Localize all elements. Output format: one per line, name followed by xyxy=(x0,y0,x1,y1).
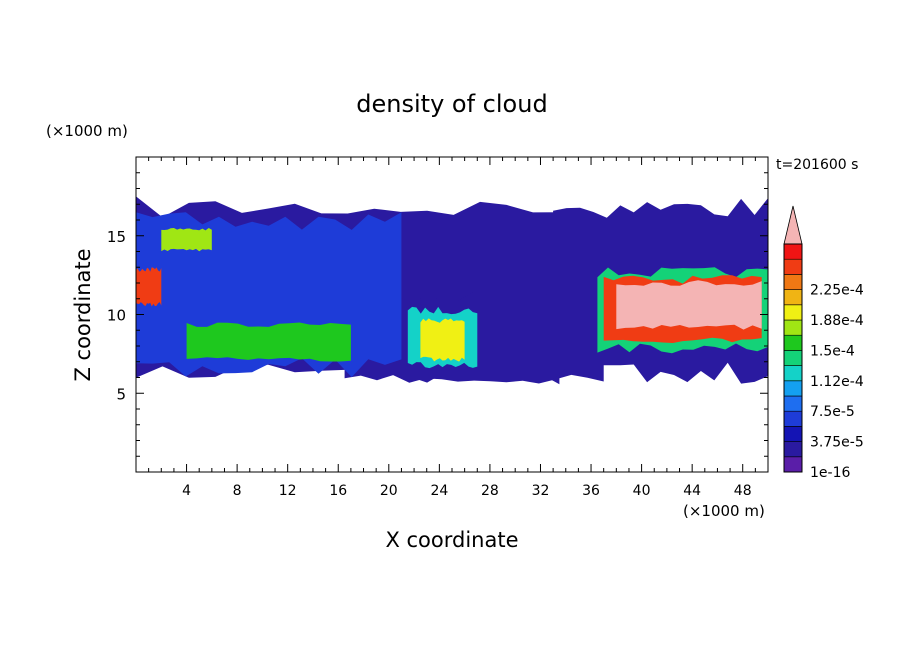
colorbar-swatch xyxy=(783,289,803,306)
colorbar-swatch xyxy=(783,395,803,412)
colorbar-swatch xyxy=(783,243,803,260)
colorbar-extend-triangle xyxy=(783,205,803,245)
chart-title: density of cloud xyxy=(356,90,547,118)
y-axis-label: Z coordinate xyxy=(71,248,95,381)
colorbar-swatch xyxy=(783,410,803,427)
colorbar: 1e-16 3.75e-5 7.5e-5 1.12e-4 1.5e-4 1.88e-4 2.… xyxy=(783,205,864,481)
cloud-region-5 xyxy=(420,318,465,362)
colorbar-swatch xyxy=(783,380,803,397)
x-tick-label: 20 xyxy=(380,483,398,499)
colorbar-swatch xyxy=(783,456,803,473)
y-tick-label: 5 xyxy=(116,385,126,403)
colorbar-swatch xyxy=(783,304,803,321)
colorbar-swatch xyxy=(783,258,803,275)
colorbar-label: 1.88e-4 xyxy=(810,313,864,329)
colorbar-label: 2.25e-4 xyxy=(810,283,864,299)
x-tick-label: 4 xyxy=(182,483,191,499)
x-tick-label: 48 xyxy=(734,483,752,499)
cloud-region-9 xyxy=(136,267,162,307)
cloud-field xyxy=(136,196,768,385)
y-tick-label: 15 xyxy=(107,228,126,246)
y-axis-ticks: 5 10 15 xyxy=(107,172,768,457)
x-tick-label: 28 xyxy=(481,483,499,499)
colorbar-swatch xyxy=(783,274,803,290)
y-tick-label: 10 xyxy=(107,307,126,325)
colorbar-label: 1.12e-4 xyxy=(810,374,864,390)
colorbar-label: 1.5e-4 xyxy=(810,343,855,359)
x-tick-label: 44 xyxy=(683,483,701,499)
x-unit-label: (×1000 m) xyxy=(683,502,765,520)
x-tick-label: 40 xyxy=(633,483,651,499)
x-tick-label: 36 xyxy=(582,483,600,499)
colorbar-label: 1e-16 xyxy=(810,465,850,481)
x-tick-label: 32 xyxy=(532,483,550,499)
colorbar-swatch xyxy=(783,350,803,366)
time-label: t=201600 s xyxy=(776,157,858,173)
x-axis-ticks: 4 8 12 16 20 24 28 32 36 40 44 48 xyxy=(148,157,756,499)
colorbar-swatch xyxy=(783,365,803,382)
colorbar-label: 7.5e-5 xyxy=(810,404,855,420)
cloud-region-8 xyxy=(616,280,762,330)
cloud-region-11 xyxy=(186,322,351,362)
x-tick-label: 16 xyxy=(329,483,347,499)
colorbar-swatch xyxy=(783,426,803,442)
colorbar-swatch xyxy=(783,319,803,336)
colorbar-swatch xyxy=(783,441,803,458)
cloud-region-10 xyxy=(161,228,212,252)
x-tick-label: 24 xyxy=(430,483,448,499)
x-axis-label: X coordinate xyxy=(385,528,518,552)
y-unit-label: (×1000 m) xyxy=(46,122,128,140)
colorbar-frame xyxy=(783,243,803,473)
x-tick-label: 8 xyxy=(233,483,242,499)
x-tick-label: 12 xyxy=(279,483,297,499)
colorbar-swatch xyxy=(783,334,803,351)
colorbar-label: 3.75e-5 xyxy=(810,435,864,451)
